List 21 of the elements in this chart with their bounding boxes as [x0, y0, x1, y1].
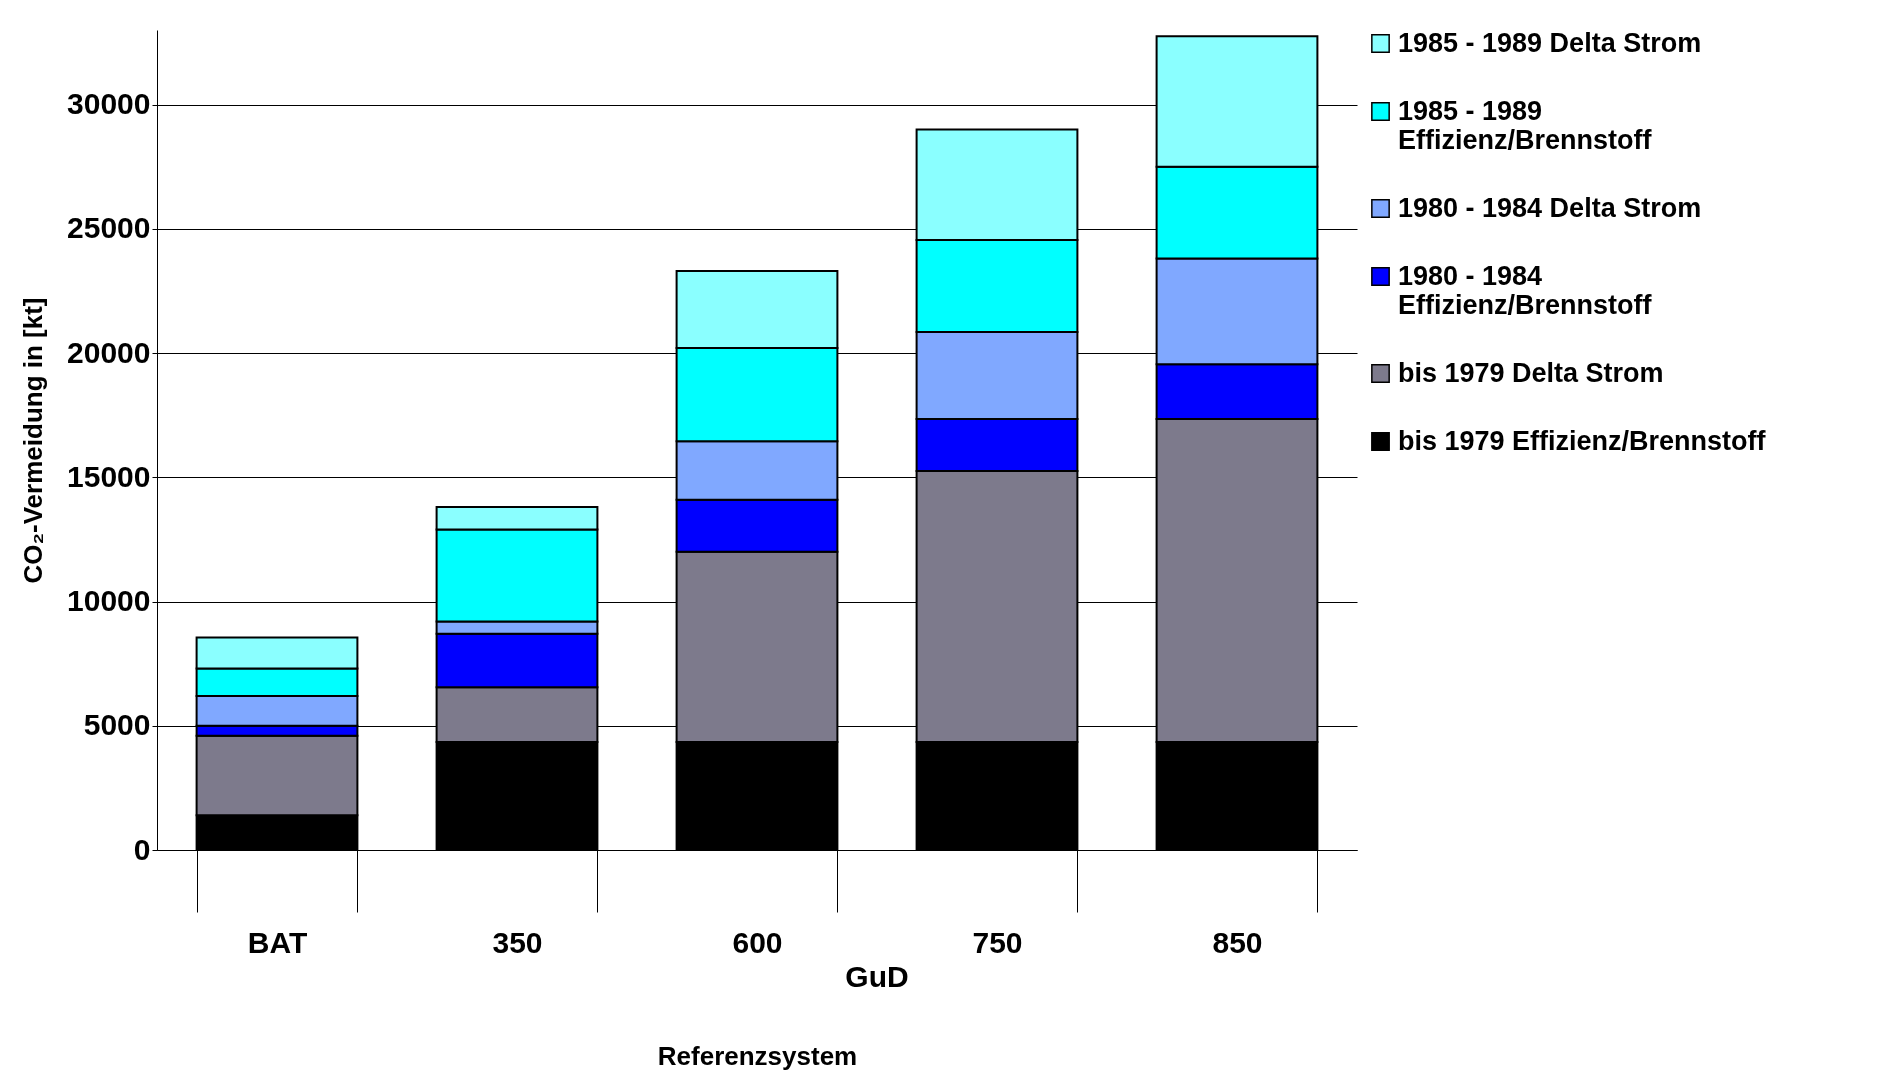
legend-label: 1980 - 1984 Delta Strom: [1398, 192, 1702, 223]
y-tick-label: 20000: [67, 335, 151, 369]
y-tick-label: 25000: [67, 211, 151, 245]
legend-label: bis 1979 Effizienz/Brennstoff: [1398, 425, 1767, 456]
x-tick-label: 850: [1212, 925, 1263, 959]
x-axis-title: Referenzsystem: [657, 1040, 858, 1071]
legend-label: 1985 - 1989 Effizienz/Brennstoff: [1398, 95, 1653, 155]
x-tick-label: 350: [492, 925, 543, 959]
x-tick-label: 750: [972, 925, 1023, 959]
y-axis-title: CO₂-Vermeidung in [kt]: [18, 297, 49, 584]
y-tick-label: 0: [133, 832, 151, 866]
legend-label: 1980 - 1984 Effizienz/Brennstoff: [1398, 260, 1653, 320]
y-tick-label: 10000: [67, 584, 151, 618]
x-tick-label: 600: [732, 925, 783, 959]
legend-label: bis 1979 Delta Strom: [1398, 357, 1664, 388]
legend-label: 1985 - 1989 Delta Strom: [1398, 27, 1702, 58]
y-tick-label: 5000: [83, 708, 151, 742]
x-tick-label: BAT: [247, 925, 308, 959]
text: GuD: [845, 960, 909, 993]
y-tick-label: 30000: [67, 87, 151, 121]
y-tick-label: 15000: [67, 459, 151, 493]
